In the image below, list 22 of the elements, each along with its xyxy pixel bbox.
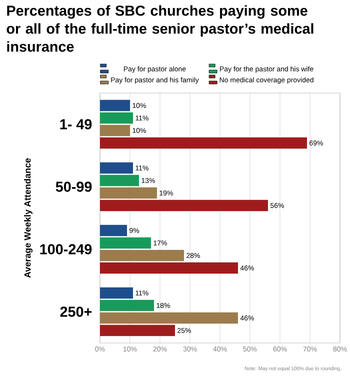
- bar: [100, 187, 157, 199]
- y-tick-label: 250+: [60, 306, 92, 317]
- bar: [100, 174, 139, 186]
- bar: [100, 324, 175, 336]
- y-axis-title: Average Weekly Attendance: [24, 158, 32, 278]
- bar: [100, 237, 151, 249]
- bar: [100, 250, 184, 262]
- bar: [100, 287, 133, 299]
- bar: [100, 162, 133, 174]
- bar: [100, 312, 238, 324]
- bar: [100, 112, 133, 124]
- bar: [100, 124, 130, 136]
- y-tick-label: 100-249: [40, 244, 92, 254]
- y-tick-label: 1- 49: [60, 119, 92, 130]
- chart-title: Percentages of SBC churches paying some or all of the full-time senior pastor’s medical insurance: [6, 5, 314, 52]
- bar: [100, 224, 127, 236]
- bar: [100, 262, 238, 274]
- bar: [100, 300, 154, 312]
- bar: [100, 137, 307, 149]
- bar: [100, 200, 268, 212]
- bar: [100, 100, 130, 112]
- y-tick-label: 50-99: [56, 182, 92, 192]
